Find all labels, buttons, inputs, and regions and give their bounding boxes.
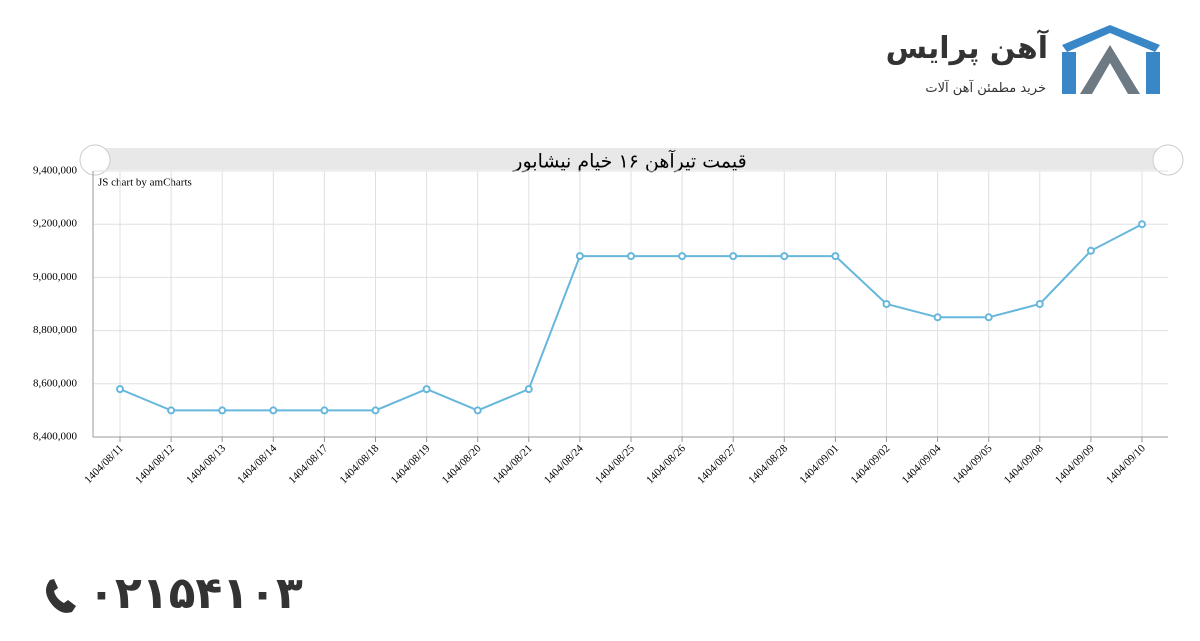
chart-title: قیمت تیرآهن ۱۶ خیام نیشابور — [512, 149, 746, 173]
phone-number: ۰۲۱۵۴۱۰۳ — [88, 568, 303, 619]
scroll-handle[interactable] — [79, 144, 111, 176]
x-tick-label: 1404/09/01 — [797, 442, 841, 486]
x-tick-label: 1404/08/26 — [644, 442, 688, 486]
x-tick-label: 1404/08/17 — [286, 442, 330, 486]
x-tick-label: 1404/08/11 — [82, 442, 126, 486]
x-tick-label: 1404/08/13 — [184, 442, 228, 486]
point — [882, 300, 891, 308]
point — [678, 252, 687, 261]
scroll-handle[interactable] — [1152, 144, 1184, 176]
point — [984, 313, 993, 322]
x-tick-label: 1404/08/24 — [542, 442, 586, 486]
y-tick-label: 9,200,000 — [33, 218, 78, 230]
point — [116, 385, 124, 394]
y-tick-label: 8,600,000 — [33, 377, 78, 389]
point — [371, 406, 380, 415]
x-tick-label: 1404/09/04 — [900, 442, 944, 486]
credit: JS chart by amCharts — [98, 177, 192, 189]
point — [524, 385, 533, 394]
point — [473, 406, 482, 415]
point — [1035, 300, 1044, 308]
x-tick-label: 1404/08/12 — [133, 442, 177, 486]
y-tick-label: 8,800,000 — [33, 324, 78, 336]
phone-icon — [46, 579, 76, 613]
point — [933, 313, 942, 322]
point — [167, 406, 176, 415]
x-tick-label: 1404/08/19 — [389, 442, 433, 486]
point — [1138, 220, 1146, 229]
y-tick-label: 9,000,000 — [33, 271, 78, 283]
scrollbar[interactable] — [95, 148, 1168, 170]
logo-tagline: خرید مطمئن آهن آلات — [925, 79, 1046, 96]
x-tick-label: 1404/08/21 — [491, 442, 535, 486]
point — [1086, 246, 1095, 255]
point — [627, 252, 635, 261]
x-tick-label: 1404/08/28 — [746, 442, 790, 486]
y-tick-label: 8,400,000 — [33, 431, 78, 443]
x-tick-label: 1404/08/25 — [593, 442, 637, 486]
x-tick-label: 1404/09/09 — [1053, 442, 1097, 486]
point — [780, 252, 789, 261]
point — [422, 385, 431, 394]
point — [218, 406, 227, 415]
point — [831, 252, 840, 261]
point — [575, 252, 584, 261]
x-tick-label: 1404/09/02 — [848, 442, 892, 486]
x-tick-label: 1404/08/18 — [337, 442, 381, 486]
x-tick-label: 1404/09/10 — [1104, 442, 1148, 486]
x-tick-label: 1404/09/05 — [951, 442, 995, 486]
logo-name: آهن پرایس — [886, 29, 1049, 66]
x-tick-label: 1404/09/08 — [1002, 442, 1046, 486]
point — [729, 252, 738, 261]
point — [269, 406, 278, 415]
point — [320, 406, 329, 415]
x-tick-label: 1404/08/14 — [235, 442, 279, 486]
y-tick-label: 9,400,000 — [33, 165, 78, 177]
x-tick-label: 1404/08/20 — [440, 442, 484, 486]
x-tick-label: 1404/08/27 — [695, 442, 739, 486]
logo-icon — [1062, 25, 1160, 94]
